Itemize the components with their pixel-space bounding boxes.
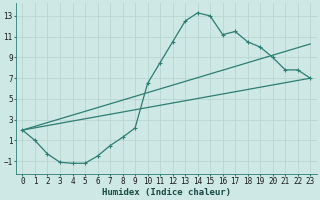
X-axis label: Humidex (Indice chaleur): Humidex (Indice chaleur) (102, 188, 231, 197)
